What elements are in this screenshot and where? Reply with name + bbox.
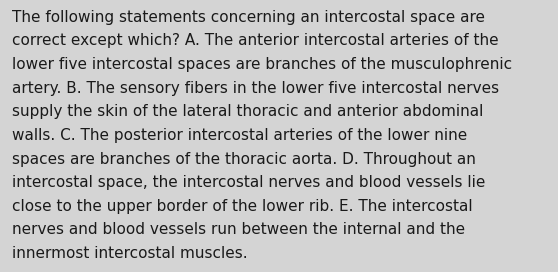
Text: spaces are branches of the thoracic aorta. D. Throughout an: spaces are branches of the thoracic aort… — [12, 152, 476, 166]
Text: artery. B. The sensory fibers in the lower five intercostal nerves: artery. B. The sensory fibers in the low… — [12, 81, 499, 95]
Text: lower five intercostal spaces are branches of the musculophrenic: lower five intercostal spaces are branch… — [12, 57, 512, 72]
Text: correct except which? A. The anterior intercostal arteries of the: correct except which? A. The anterior in… — [12, 33, 499, 48]
Text: walls. C. The posterior intercostal arteries of the lower nine: walls. C. The posterior intercostal arte… — [12, 128, 468, 143]
Text: intercostal space, the intercostal nerves and blood vessels lie: intercostal space, the intercostal nerve… — [12, 175, 485, 190]
Text: supply the skin of the lateral thoracic and anterior abdominal: supply the skin of the lateral thoracic … — [12, 104, 484, 119]
Text: nerves and blood vessels run between the internal and the: nerves and blood vessels run between the… — [12, 222, 465, 237]
Text: The following statements concerning an intercostal space are: The following statements concerning an i… — [12, 10, 485, 24]
Text: close to the upper border of the lower rib. E. The intercostal: close to the upper border of the lower r… — [12, 199, 473, 214]
Text: innermost intercostal muscles.: innermost intercostal muscles. — [12, 246, 248, 261]
